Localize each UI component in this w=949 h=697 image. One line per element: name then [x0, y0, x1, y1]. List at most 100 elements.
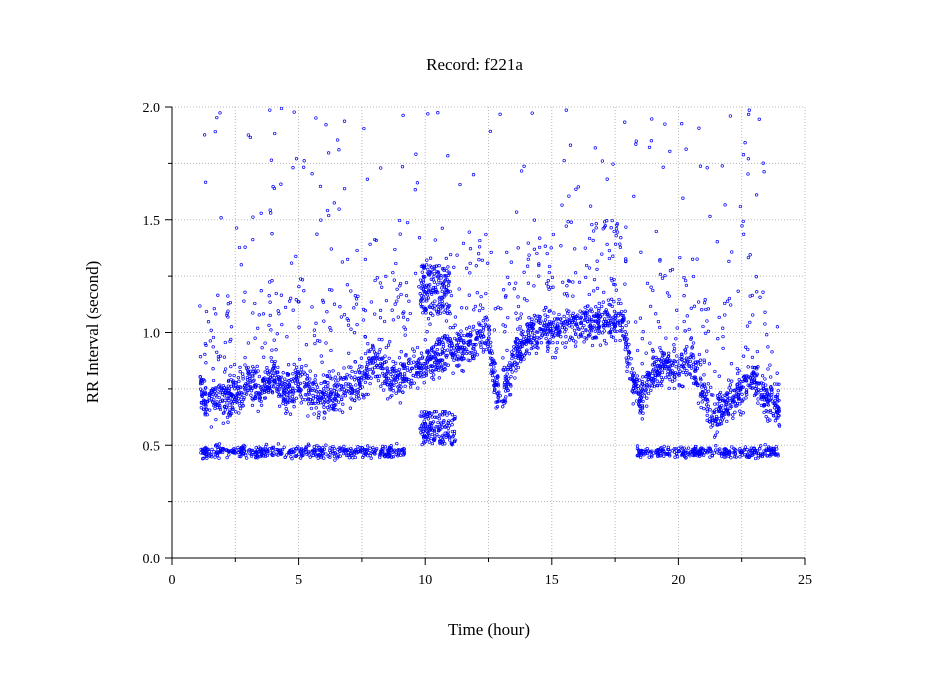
data-point: [428, 420, 433, 425]
data-point: [709, 385, 713, 389]
data-point: [227, 411, 232, 415]
data-point: [584, 275, 588, 280]
data-point: [679, 352, 684, 357]
data-point: [424, 373, 428, 378]
data-point: [648, 341, 652, 345]
data-point: [370, 343, 375, 348]
data-point: [437, 360, 441, 365]
data-point: [654, 229, 658, 234]
data-point: [342, 313, 347, 317]
data-point: [609, 276, 613, 281]
data-point: [563, 345, 567, 349]
data-point: [745, 374, 749, 378]
data-point: [496, 391, 500, 395]
data-point: [532, 218, 537, 222]
data-point: [540, 333, 544, 337]
data-point: [728, 400, 732, 404]
data-point: [332, 302, 337, 306]
data-point: [388, 446, 392, 450]
data-point: [285, 371, 289, 376]
data-point: [597, 329, 601, 334]
data-point: [270, 377, 274, 381]
data-point: [612, 309, 617, 314]
data-point: [254, 391, 258, 395]
data-point: [645, 396, 649, 400]
data-point: [272, 451, 276, 455]
data-point: [348, 391, 352, 395]
data-point: [364, 392, 368, 397]
data-point: [662, 361, 666, 365]
data-point: [631, 402, 635, 406]
data-point: [606, 312, 610, 317]
data-point: [700, 452, 704, 457]
data-point: [612, 229, 616, 234]
data-point: [343, 447, 347, 452]
data-point: [545, 282, 549, 286]
data-point: [487, 346, 492, 351]
data-point: [207, 391, 212, 396]
data-point: [419, 414, 424, 419]
data-point: [658, 257, 662, 262]
data-point: [298, 387, 302, 391]
data-point: [419, 410, 424, 414]
data-point: [663, 273, 667, 278]
data-point: [286, 373, 290, 378]
data-point: [203, 391, 208, 395]
data-point: [597, 301, 601, 306]
data-point: [620, 309, 624, 314]
data-point: [509, 374, 513, 379]
data-point: [680, 446, 684, 451]
data-point: [471, 173, 476, 177]
data-point: [592, 277, 597, 282]
data-point: [661, 448, 665, 452]
data-point: [578, 309, 582, 313]
data-point: [337, 449, 342, 453]
data-point: [225, 401, 229, 405]
data-point: [383, 354, 387, 358]
data-point: [204, 410, 208, 415]
data-point: [480, 258, 484, 262]
data-point: [475, 291, 479, 295]
data-point: [284, 407, 288, 411]
data-point: [248, 135, 253, 140]
data-point: [327, 213, 331, 218]
data-point: [584, 337, 589, 341]
data-point: [617, 311, 622, 316]
data-point: [697, 352, 702, 357]
data-point: [723, 412, 727, 416]
data-point: [397, 356, 402, 360]
data-point: [656, 384, 660, 388]
data-point: [203, 180, 208, 184]
data-point: [507, 363, 511, 368]
data-point: [699, 363, 703, 367]
data-point: [719, 451, 723, 456]
data-point: [706, 382, 710, 386]
data-point: [481, 306, 485, 311]
data-point: [293, 381, 298, 385]
data-point: [687, 327, 691, 332]
data-point: [547, 287, 551, 292]
data-point: [585, 309, 589, 313]
data-point: [468, 247, 473, 251]
data-point: [705, 166, 709, 170]
data-point: [443, 442, 447, 446]
data-point: [664, 336, 668, 340]
data-point: [716, 337, 720, 341]
data-point: [289, 377, 293, 382]
data-point: [259, 388, 264, 392]
data-point: [546, 345, 550, 349]
data-point: [570, 325, 574, 329]
data-point: [642, 453, 646, 457]
data-point: [464, 266, 469, 270]
data-point: [762, 170, 766, 174]
data-point: [239, 263, 243, 267]
data-point: [312, 412, 316, 416]
data-point: [597, 306, 601, 311]
data-point: [663, 122, 667, 126]
data-point: [433, 285, 437, 290]
data-point: [678, 255, 682, 260]
data-point: [757, 381, 762, 385]
data-point: [595, 286, 600, 291]
data-point: [604, 320, 608, 324]
data-point: [728, 404, 732, 408]
